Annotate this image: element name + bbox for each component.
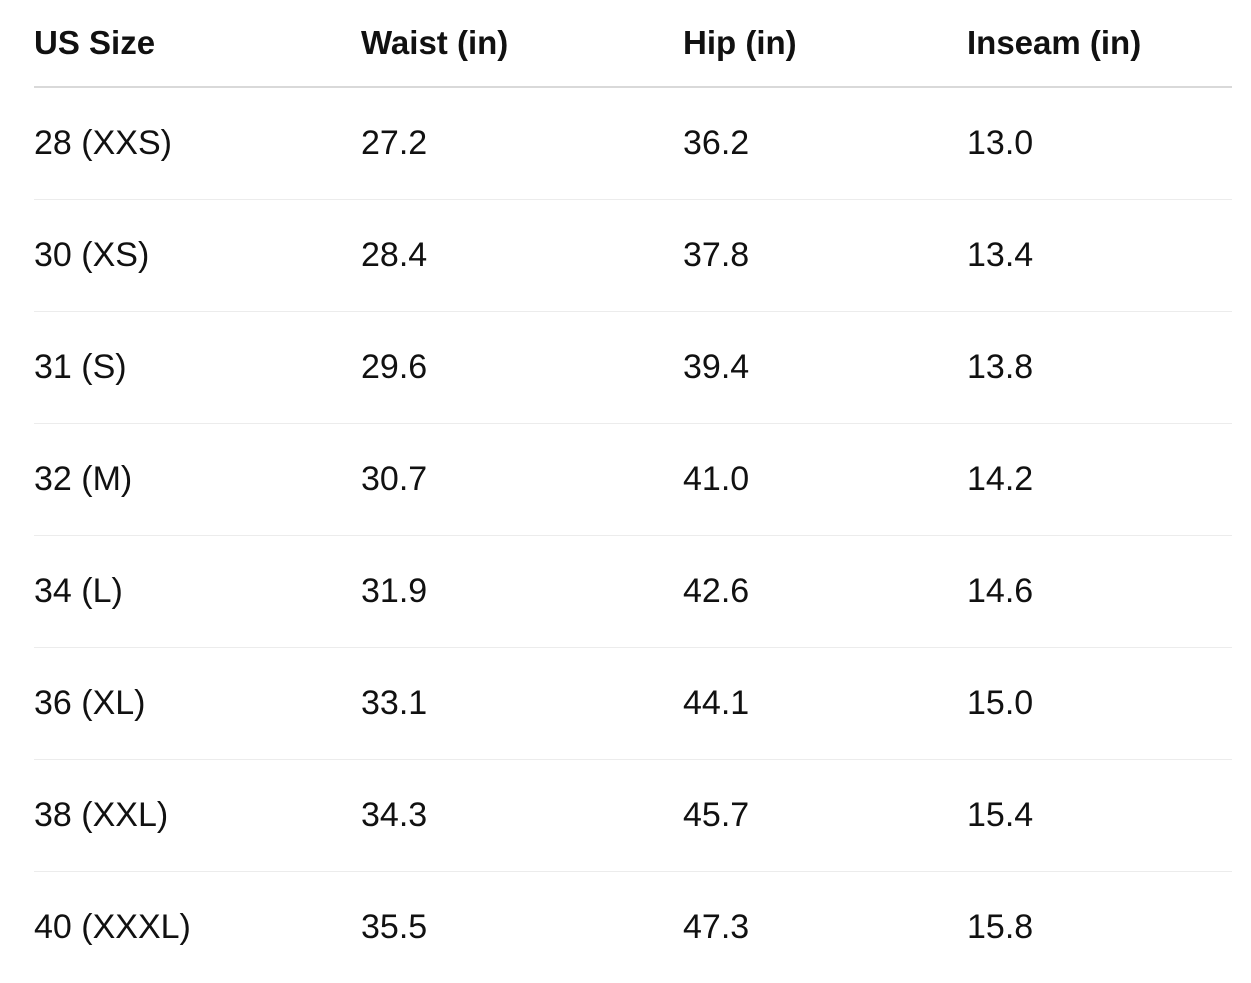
cell-inseam: 13.4 xyxy=(967,200,1232,312)
cell-inseam: 15.8 xyxy=(967,872,1232,983)
cell-waist: 27.2 xyxy=(361,87,683,200)
cell-hip: 47.3 xyxy=(683,872,967,983)
cell-us-size: 31 (S) xyxy=(34,312,361,424)
cell-inseam: 13.8 xyxy=(967,312,1232,424)
table-row: 36 (XL) 33.1 44.1 15.0 xyxy=(34,648,1232,760)
cell-us-size: 40 (XXXL) xyxy=(34,872,361,983)
table-row: 31 (S) 29.6 39.4 13.8 xyxy=(34,312,1232,424)
cell-hip: 42.6 xyxy=(683,536,967,648)
table-row: 38 (XXL) 34.3 45.7 15.4 xyxy=(34,760,1232,872)
table-row: 32 (M) 30.7 41.0 14.2 xyxy=(34,424,1232,536)
cell-waist: 28.4 xyxy=(361,200,683,312)
header-hip: Hip (in) xyxy=(683,0,967,87)
cell-hip: 36.2 xyxy=(683,87,967,200)
cell-inseam: 14.6 xyxy=(967,536,1232,648)
cell-hip: 39.4 xyxy=(683,312,967,424)
header-inseam: Inseam (in) xyxy=(967,0,1232,87)
table-row: 34 (L) 31.9 42.6 14.6 xyxy=(34,536,1232,648)
cell-waist: 30.7 xyxy=(361,424,683,536)
cell-us-size: 28 (XXS) xyxy=(34,87,361,200)
cell-waist: 31.9 xyxy=(361,536,683,648)
cell-hip: 45.7 xyxy=(683,760,967,872)
table-row: 40 (XXXL) 35.5 47.3 15.8 xyxy=(34,872,1232,983)
table-body: 28 (XXS) 27.2 36.2 13.0 30 (XS) 28.4 37.… xyxy=(34,87,1232,983)
cell-inseam: 14.2 xyxy=(967,424,1232,536)
cell-us-size: 34 (L) xyxy=(34,536,361,648)
cell-inseam: 13.0 xyxy=(967,87,1232,200)
header-row: US Size Waist (in) Hip (in) Inseam (in) xyxy=(34,0,1232,87)
cell-hip: 37.8 xyxy=(683,200,967,312)
cell-waist: 33.1 xyxy=(361,648,683,760)
cell-waist: 34.3 xyxy=(361,760,683,872)
cell-waist: 35.5 xyxy=(361,872,683,983)
cell-hip: 44.1 xyxy=(683,648,967,760)
cell-us-size: 32 (M) xyxy=(34,424,361,536)
cell-inseam: 15.0 xyxy=(967,648,1232,760)
size-chart-table: US Size Waist (in) Hip (in) Inseam (in) … xyxy=(34,0,1232,983)
cell-waist: 29.6 xyxy=(361,312,683,424)
table-row: 28 (XXS) 27.2 36.2 13.0 xyxy=(34,87,1232,200)
cell-inseam: 15.4 xyxy=(967,760,1232,872)
cell-hip: 41.0 xyxy=(683,424,967,536)
table-header: US Size Waist (in) Hip (in) Inseam (in) xyxy=(34,0,1232,87)
cell-us-size: 38 (XXL) xyxy=(34,760,361,872)
header-us-size: US Size xyxy=(34,0,361,87)
header-waist: Waist (in) xyxy=(361,0,683,87)
cell-us-size: 30 (XS) xyxy=(34,200,361,312)
cell-us-size: 36 (XL) xyxy=(34,648,361,760)
table-row: 30 (XS) 28.4 37.8 13.4 xyxy=(34,200,1232,312)
